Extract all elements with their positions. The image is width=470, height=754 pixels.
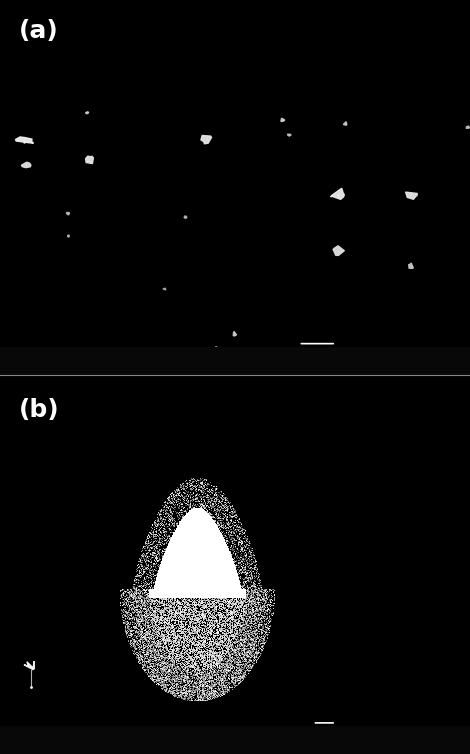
Point [161, 283, 168, 295]
Polygon shape [330, 188, 345, 199]
Point [203, 133, 211, 145]
Text: 100nm: 100nm [338, 735, 361, 744]
Point [27, 681, 34, 693]
Text: NONE: NONE [9, 356, 28, 365]
Point [83, 106, 91, 118]
Point [342, 118, 349, 130]
Point [464, 121, 470, 133]
Polygon shape [333, 246, 345, 256]
Text: X30,000: X30,000 [263, 735, 296, 744]
Polygon shape [22, 162, 31, 167]
Text: SEI: SEI [150, 356, 164, 365]
Polygon shape [184, 216, 187, 219]
Text: X10,500: X10,500 [263, 356, 296, 365]
Point [407, 260, 415, 272]
Polygon shape [67, 235, 69, 237]
Polygon shape [163, 288, 165, 290]
Polygon shape [86, 112, 89, 114]
Polygon shape [16, 137, 33, 143]
Polygon shape [86, 156, 94, 164]
Polygon shape [409, 263, 413, 268]
Point [285, 129, 293, 141]
Text: WD 11.6mm: WD 11.6mm [385, 735, 427, 744]
Point [22, 159, 30, 171]
Polygon shape [406, 192, 417, 199]
Point [64, 207, 72, 219]
Point [182, 211, 189, 223]
Point [20, 136, 27, 149]
Polygon shape [66, 213, 70, 214]
Point [86, 155, 93, 167]
Text: NONE: NONE [9, 735, 28, 744]
Polygon shape [233, 332, 236, 336]
Point [231, 327, 239, 339]
Text: 12.0kV: 12.0kV [207, 356, 235, 365]
Point [64, 230, 72, 242]
Text: 12.0kV: 12.0kV [207, 735, 235, 744]
Bar [0, 347, 470, 375]
Bar [0, 726, 470, 754]
Text: (a): (a) [19, 19, 59, 43]
Text: WD 14.6mm: WD 14.6mm [385, 356, 427, 365]
Polygon shape [466, 126, 470, 128]
Polygon shape [281, 118, 284, 121]
Text: SEI: SEI [150, 735, 164, 744]
Polygon shape [24, 661, 34, 670]
Point [212, 342, 220, 354]
Polygon shape [201, 136, 212, 144]
Text: (b): (b) [19, 398, 59, 422]
Polygon shape [344, 122, 347, 125]
Point [335, 245, 342, 257]
Polygon shape [288, 134, 291, 136]
Point [335, 188, 342, 201]
Polygon shape [215, 347, 218, 350]
Text: 1μm: 1μm [343, 356, 357, 365]
Point [278, 114, 286, 126]
Point [407, 188, 415, 201]
